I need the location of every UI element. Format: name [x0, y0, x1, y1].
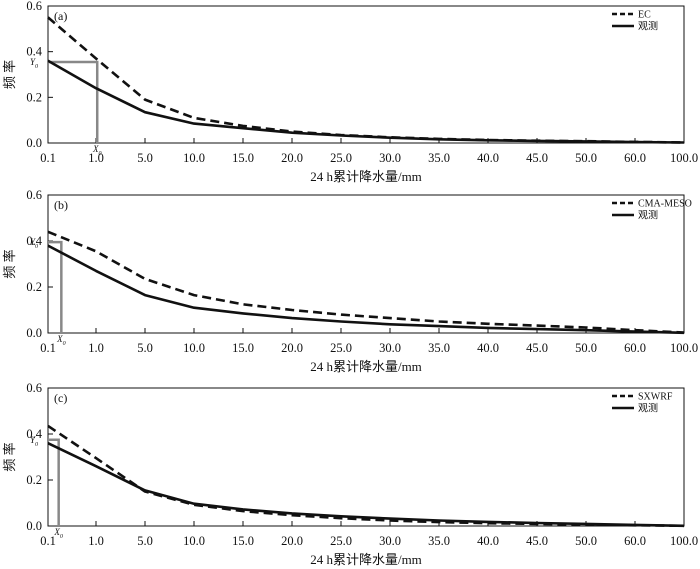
x-tick-label: 100.0 [670, 534, 698, 548]
x-tick-label: 25.0 [330, 534, 352, 548]
plot-frame [47, 387, 685, 527]
x-tick-label: 5.0 [137, 534, 153, 548]
y-tick-label: 0.4 [26, 234, 42, 248]
x-tick-label: 35.0 [428, 151, 450, 165]
x-tick-label: 40.0 [477, 534, 499, 548]
y-tick-label: 0.6 [26, 0, 42, 13]
x-tick-label: 0.1 [40, 341, 56, 355]
y-tick-label: 0.4 [26, 45, 42, 59]
y-tick-label: 0.0 [26, 136, 42, 150]
x-tick-label: 50.0 [575, 341, 597, 355]
x-tick-label: 5.0 [137, 341, 153, 355]
y0-marker-label: Y0 [30, 435, 38, 448]
y-tick-label: 0.0 [26, 326, 42, 340]
threshold-guide [48, 438, 60, 526]
threshold-guide [48, 60, 99, 143]
x-tick-label: 0.1 [40, 151, 56, 165]
x-tick-label: 45.0 [526, 341, 548, 355]
legend-label: SXWRF [638, 392, 673, 403]
y-axis-label: 频 率 [2, 442, 17, 471]
x-tick-label: 100.0 [670, 341, 698, 355]
x-tick-label: 5.0 [137, 151, 153, 165]
y0-marker-label: Y0 [30, 237, 38, 250]
x-tick-label: 60.0 [624, 341, 646, 355]
series-line-model [47, 230, 685, 334]
x-tick-label: 0.1 [40, 534, 56, 548]
x-tick-label: 45.0 [526, 534, 548, 548]
x-tick-label: 35.0 [428, 341, 450, 355]
x-tick-label: 15.0 [232, 341, 254, 355]
x-tick-label: 30.0 [379, 151, 401, 165]
x0-marker-label: X0 [56, 334, 65, 347]
x-tick-label: 40.0 [477, 341, 499, 355]
x-tick-label: 20.0 [281, 151, 303, 165]
y-tick-label: 0.6 [26, 381, 42, 395]
x-tick-label: 100.0 [670, 151, 698, 165]
series-line-observed [47, 59, 685, 144]
x0-marker-label: X0 [92, 144, 102, 157]
x-tick-label: 50.0 [575, 534, 597, 548]
series-line-observed [47, 244, 685, 335]
x-axis-label: 24 h累计降水量/mm [310, 169, 422, 184]
panel-label: (a) [54, 9, 67, 23]
x-tick-label: 50.0 [575, 151, 597, 165]
y-tick-label: 0.4 [26, 427, 42, 441]
x-tick-label: 45.0 [526, 151, 548, 165]
x0-marker-label: X0 [53, 527, 63, 540]
x-tick-label: 20.0 [281, 534, 303, 548]
panel-label: (c) [54, 391, 67, 405]
legend-label: 观测 [638, 402, 658, 415]
x-axis-label: 24 h累计降水量/mm [310, 552, 422, 567]
y-tick-label: 0.6 [26, 188, 42, 202]
x-tick-label: 1.0 [88, 341, 104, 355]
y-tick-label: 0.0 [26, 519, 42, 533]
series-line-model [47, 424, 685, 528]
x-tick-label: 60.0 [624, 151, 646, 165]
legend-label: CMA-MESO [638, 199, 692, 210]
y-tick-label: 0.2 [26, 280, 42, 294]
y-axis-label: 频 率 [2, 60, 17, 89]
x-tick-label: 15.0 [232, 151, 254, 165]
chart-panel-b: 0.0 0.2 0.4 0.6 0.1 1.0 5.0 10.0 15.0 20.0 25.0 30.… [2, 188, 698, 374]
x-axis-label: 24 h累计降水量/mm [310, 359, 422, 374]
x-tick-label: 20.0 [281, 341, 303, 355]
x-tick-label: 1.0 [88, 151, 104, 165]
x-tick-label: 15.0 [232, 534, 254, 548]
legend-label: 观测 [638, 20, 658, 33]
legend-label: 观测 [638, 209, 658, 222]
plot-frame [47, 194, 685, 334]
x-tick-label: 10.0 [183, 534, 205, 548]
series-line-observed [47, 442, 685, 528]
y0-marker-label: Y0 [30, 57, 38, 70]
x-tick-label: 10.0 [183, 151, 205, 165]
x-tick-label: 30.0 [379, 534, 401, 548]
chart-panel-c: 0.0 0.2 0.4 0.6 0.1 1.0 5.0 10.0 15.0 20.0 25.0 30.… [2, 381, 698, 567]
x-tick-label: 60.0 [624, 534, 646, 548]
y-tick-label: 0.2 [26, 473, 42, 487]
series-line-model [47, 16, 685, 144]
x-tick-label: 35.0 [428, 534, 450, 548]
panel-label: (b) [54, 198, 68, 212]
x-tick-label: 30.0 [379, 341, 401, 355]
x-tick-label: 25.0 [330, 341, 352, 355]
chart-panel-a: 0.0 0.2 0.4 0.6 0.1 1.0 5.0 10.0 15.0 20.0 25.0 30.… [2, 0, 698, 184]
x-tick-label: 1.0 [88, 534, 104, 548]
y-tick-label: 0.2 [26, 90, 42, 104]
x-tick-label: 25.0 [330, 151, 352, 165]
plot-frame [47, 5, 685, 144]
x-tick-label: 40.0 [477, 151, 499, 165]
y-axis-label: 频 率 [2, 249, 17, 278]
legend-label: EC [638, 10, 651, 21]
threshold-guide [48, 240, 63, 333]
x-tick-label: 10.0 [183, 341, 205, 355]
